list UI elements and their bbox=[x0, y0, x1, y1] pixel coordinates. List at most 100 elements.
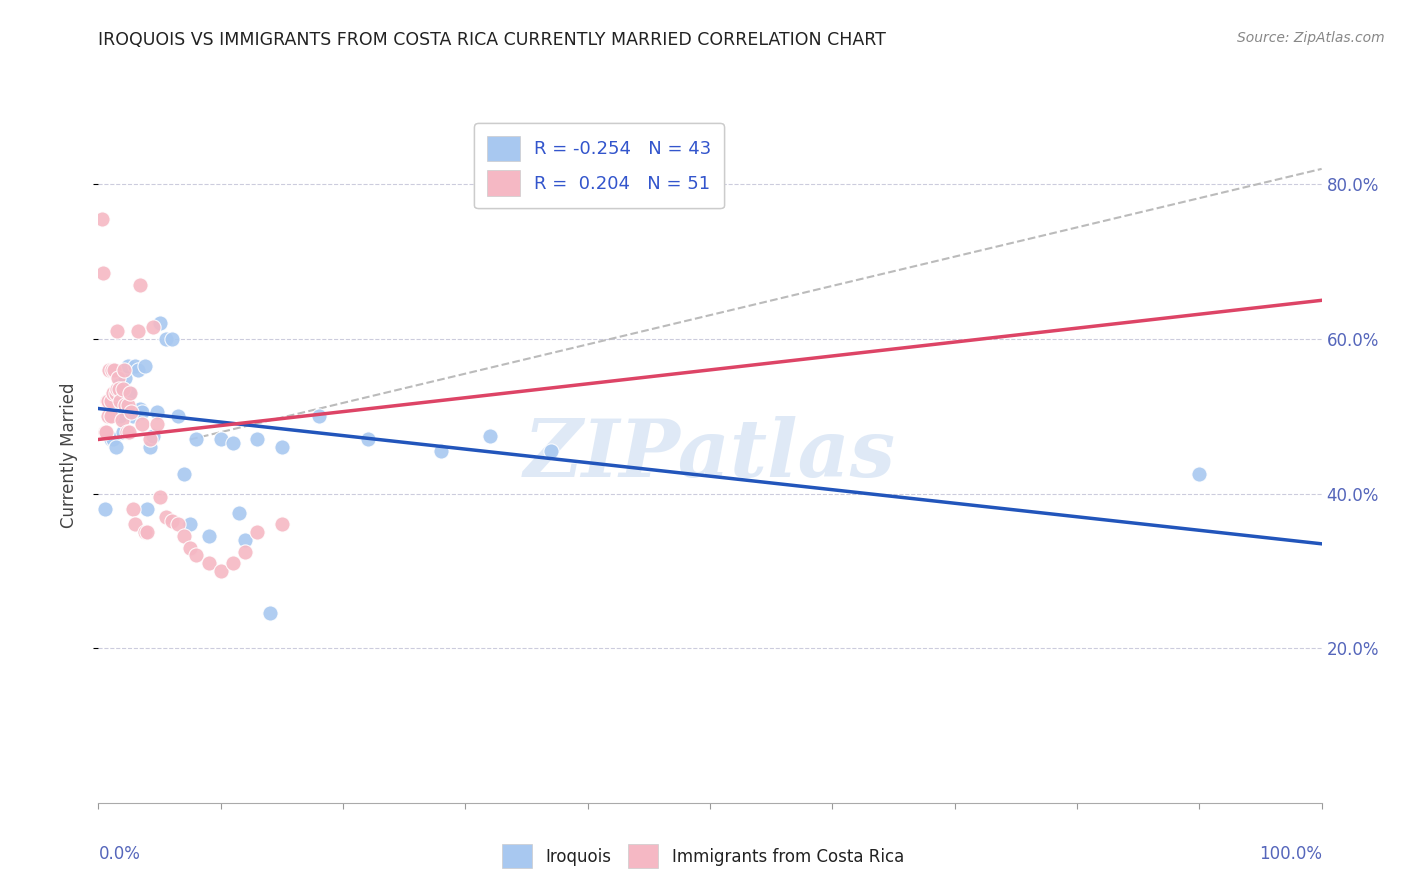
Point bbox=[139, 440, 162, 454]
Point bbox=[146, 405, 169, 419]
Point bbox=[308, 409, 330, 424]
Point bbox=[179, 541, 201, 555]
Point bbox=[197, 529, 219, 543]
Text: 100.0%: 100.0% bbox=[1258, 845, 1322, 863]
Point bbox=[167, 517, 190, 532]
Point bbox=[97, 409, 120, 424]
Point bbox=[356, 433, 378, 447]
Point bbox=[108, 378, 131, 392]
Point bbox=[104, 386, 127, 401]
Point bbox=[91, 212, 114, 227]
Point bbox=[173, 529, 195, 543]
Point bbox=[155, 332, 177, 346]
Point bbox=[246, 433, 269, 447]
Legend: Iroquois, Immigrants from Costa Rica: Iroquois, Immigrants from Costa Rica bbox=[495, 838, 911, 875]
Point bbox=[93, 425, 115, 439]
Point bbox=[259, 607, 281, 621]
Point bbox=[430, 444, 453, 458]
Point bbox=[103, 363, 125, 377]
Point bbox=[97, 393, 120, 408]
Point bbox=[179, 517, 201, 532]
Point bbox=[117, 359, 139, 373]
Point bbox=[120, 405, 142, 419]
Point bbox=[96, 393, 118, 408]
Point bbox=[111, 425, 134, 439]
Point bbox=[1188, 467, 1211, 482]
Point bbox=[101, 363, 124, 377]
Point bbox=[246, 525, 269, 540]
Point bbox=[107, 370, 129, 384]
Point bbox=[197, 556, 219, 570]
Point bbox=[186, 433, 208, 447]
Point bbox=[131, 405, 153, 419]
Y-axis label: Currently Married: Currently Married bbox=[59, 382, 77, 528]
Point bbox=[129, 277, 152, 292]
Point bbox=[111, 413, 134, 427]
Point bbox=[134, 525, 156, 540]
Point bbox=[270, 440, 294, 454]
Point bbox=[233, 533, 256, 547]
Point bbox=[118, 425, 141, 439]
Point bbox=[127, 324, 149, 338]
Point bbox=[94, 425, 117, 439]
Point bbox=[209, 564, 232, 578]
Point bbox=[91, 266, 114, 280]
Text: Source: ZipAtlas.com: Source: ZipAtlas.com bbox=[1237, 31, 1385, 45]
Point bbox=[110, 393, 132, 408]
Point bbox=[100, 433, 122, 447]
Point bbox=[101, 386, 124, 401]
Point bbox=[117, 398, 139, 412]
Point bbox=[111, 382, 134, 396]
Point bbox=[222, 556, 245, 570]
Point bbox=[93, 502, 115, 516]
Point bbox=[139, 433, 162, 447]
Point bbox=[104, 440, 127, 454]
Point bbox=[540, 444, 562, 458]
Point bbox=[110, 409, 132, 424]
Point bbox=[228, 506, 250, 520]
Point bbox=[118, 386, 141, 401]
Point bbox=[186, 549, 208, 563]
Point bbox=[209, 433, 232, 447]
Point bbox=[114, 398, 136, 412]
Point bbox=[112, 363, 135, 377]
Point bbox=[120, 386, 142, 401]
Point bbox=[124, 359, 146, 373]
Point bbox=[146, 417, 169, 431]
Point bbox=[121, 409, 143, 424]
Point bbox=[136, 525, 159, 540]
Point bbox=[120, 405, 142, 419]
Point bbox=[142, 428, 165, 442]
Point bbox=[105, 382, 128, 396]
Point bbox=[222, 436, 245, 450]
Point bbox=[233, 544, 256, 558]
Point bbox=[115, 425, 138, 439]
Text: IROQUOIS VS IMMIGRANTS FROM COSTA RICA CURRENTLY MARRIED CORRELATION CHART: IROQUOIS VS IMMIGRANTS FROM COSTA RICA C… bbox=[98, 31, 886, 49]
Point bbox=[100, 393, 122, 408]
Point bbox=[149, 491, 172, 505]
Point bbox=[105, 324, 128, 338]
Legend: R = -0.254   N = 43, R =  0.204   N = 51: R = -0.254 N = 43, R = 0.204 N = 51 bbox=[474, 123, 724, 209]
Point bbox=[121, 502, 143, 516]
Point bbox=[129, 401, 152, 416]
Point bbox=[127, 363, 149, 377]
Text: 0.0%: 0.0% bbox=[98, 845, 141, 863]
Point bbox=[114, 370, 136, 384]
Point bbox=[107, 393, 129, 408]
Point bbox=[270, 517, 294, 532]
Point bbox=[160, 514, 183, 528]
Point bbox=[124, 517, 146, 532]
Point bbox=[167, 409, 190, 424]
Point bbox=[101, 433, 124, 447]
Point bbox=[478, 428, 501, 442]
Point bbox=[98, 363, 121, 377]
Point bbox=[155, 509, 177, 524]
Point bbox=[131, 417, 153, 431]
Point bbox=[149, 317, 172, 331]
Point bbox=[134, 359, 156, 373]
Point bbox=[160, 332, 183, 346]
Point bbox=[136, 502, 159, 516]
Point bbox=[108, 382, 131, 396]
Point bbox=[173, 467, 195, 482]
Point bbox=[142, 320, 165, 334]
